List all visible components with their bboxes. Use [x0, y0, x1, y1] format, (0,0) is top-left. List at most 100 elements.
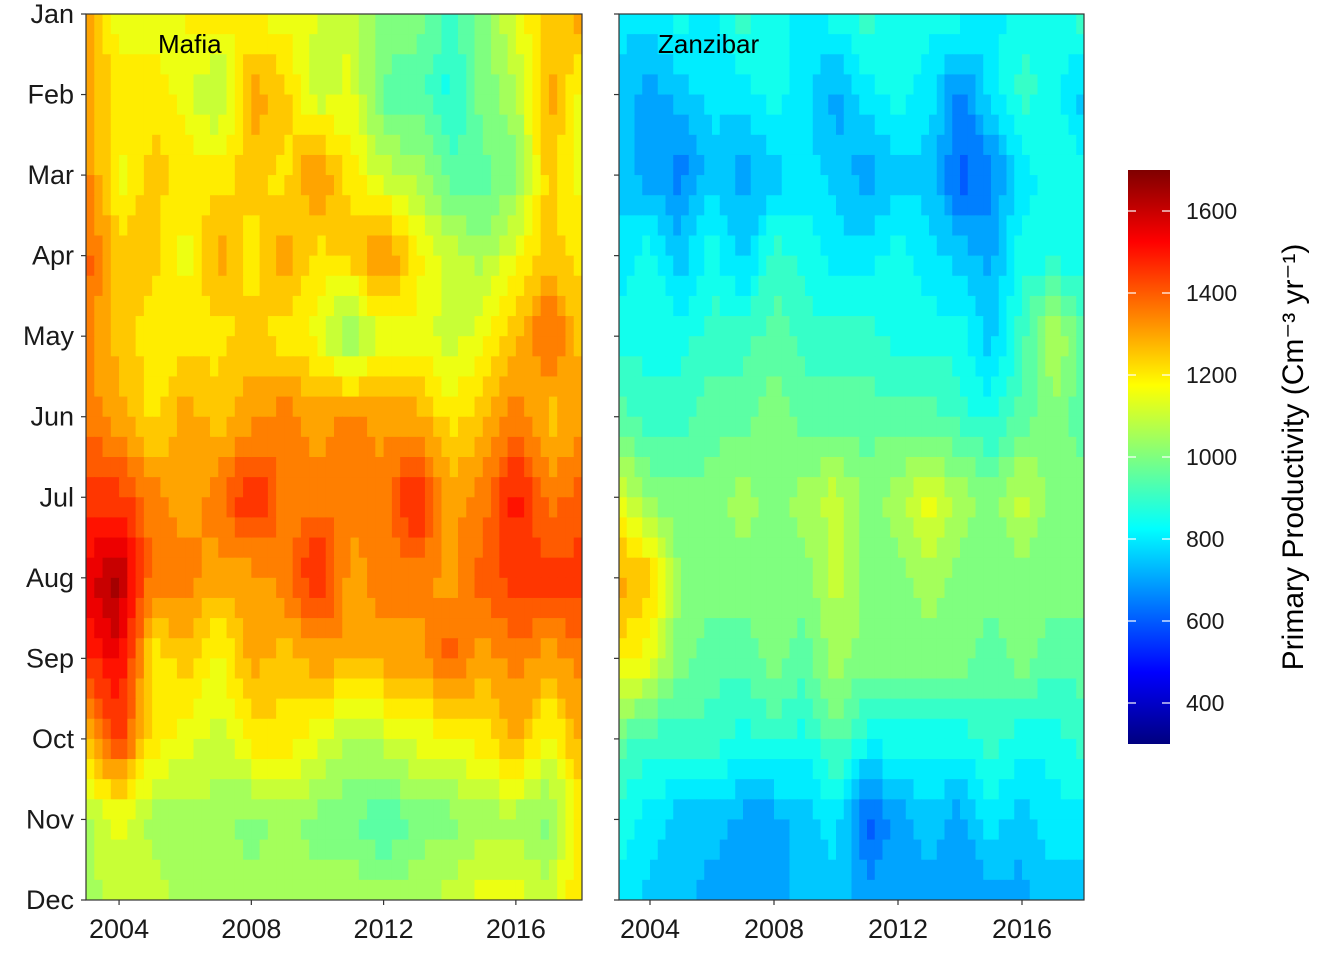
heatmap-cell: [400, 779, 409, 800]
heatmap-cell: [673, 14, 682, 35]
heatmap-cell: [820, 215, 829, 237]
heatmap-cell: [317, 477, 327, 498]
heatmap-cell: [408, 356, 418, 378]
heatmap-cell: [524, 819, 533, 841]
heatmap-cell: [466, 517, 476, 539]
heatmap-cell: [673, 557, 682, 579]
heatmap-cell: [843, 74, 853, 96]
heatmap-cell: [634, 618, 643, 639]
heatmap-cell: [1076, 114, 1084, 136]
heatmap-cell: [383, 54, 393, 76]
heatmap-cell: [673, 517, 682, 539]
heatmap-cell: [458, 537, 467, 559]
heatmap-cell: [998, 275, 1008, 297]
heatmap-cell: [805, 195, 814, 216]
heatmap-cell: [325, 134, 335, 156]
heatmap-cell: [507, 477, 517, 498]
heatmap-cell: [789, 396, 798, 418]
heatmap-cell: [774, 295, 783, 317]
heatmap-cell: [851, 537, 860, 559]
heatmap-cell: [358, 577, 368, 599]
heatmap-cell: [449, 154, 459, 176]
heatmap-cell: [657, 376, 667, 398]
heatmap-cell: [185, 235, 195, 257]
heatmap-cell: [143, 34, 153, 55]
heatmap-cell: [358, 376, 368, 398]
heatmap-cell: [1068, 195, 1077, 216]
heatmap-cell: [102, 597, 112, 619]
heatmap-cell: [712, 557, 721, 579]
heatmap-cell: [499, 134, 509, 156]
heatmap-cell: [758, 799, 767, 821]
heatmap-cell: [836, 517, 845, 539]
heatmap-cell: [960, 154, 969, 176]
heatmap-cell: [1076, 658, 1084, 680]
heatmap-cell: [836, 114, 845, 136]
heatmap-cell: [1022, 718, 1031, 740]
heatmap-cell: [657, 759, 667, 780]
heatmap-cell: [416, 497, 426, 519]
heatmap-cell: [874, 94, 884, 116]
heatmap-cell: [828, 759, 837, 780]
heatmap-cell: [168, 638, 178, 659]
heatmap-cell: [110, 457, 120, 478]
heatmap-cell: [774, 477, 783, 498]
heatmap-cell: [650, 255, 659, 277]
heatmap-cell: [515, 859, 525, 881]
heatmap-cell: [867, 557, 876, 579]
heatmap-cell: [482, 74, 492, 96]
heatmap-cell: [1045, 457, 1054, 478]
heatmap-cell: [491, 698, 500, 720]
heatmap-cell: [185, 678, 195, 700]
heatmap-cell: [408, 195, 418, 216]
heatmap-cell: [735, 114, 744, 136]
heatmap-cell: [859, 799, 868, 821]
heatmap-cell: [1068, 436, 1077, 458]
heatmap-cell: [820, 316, 829, 337]
heatmap-cell: [851, 356, 860, 378]
heatmap-cell: [712, 597, 721, 619]
heatmap-cell: [619, 34, 628, 55]
heatmap-cell: [201, 114, 211, 136]
heatmap-cell: [626, 34, 636, 55]
heatmap-cell: [1076, 678, 1084, 700]
heatmap-cell: [998, 295, 1008, 317]
heatmap-cell: [210, 577, 219, 599]
heatmap-cell: [1006, 557, 1015, 579]
heatmap-cell: [143, 618, 153, 639]
heatmap-cell: [696, 416, 705, 438]
y-tick-label: Nov: [26, 804, 75, 834]
heatmap-cell: [350, 94, 360, 116]
heatmap-cell: [836, 255, 845, 277]
heatmap-cell: [843, 295, 853, 317]
heatmap-cell: [350, 436, 360, 458]
heatmap-cell: [967, 618, 977, 639]
heatmap-cell: [185, 557, 195, 579]
heatmap-cell: [548, 275, 558, 297]
heatmap-cell: [905, 94, 915, 116]
heatmap-cell: [619, 295, 628, 317]
heatmap-cell: [1037, 416, 1046, 438]
heatmap-cell: [507, 658, 517, 680]
heatmap-cell: [890, 275, 899, 297]
heatmap-cell: [143, 175, 153, 196]
heatmap-cell: [152, 74, 161, 96]
heatmap-cell: [226, 698, 236, 720]
heatmap-cell: [135, 356, 145, 378]
heatmap-cell: [226, 255, 236, 277]
heatmap-cell: [820, 597, 829, 619]
heatmap-cell: [160, 74, 170, 96]
heatmap-cell: [135, 779, 145, 800]
heatmap-cell: [292, 54, 302, 76]
heatmap-cell: [929, 295, 938, 317]
heatmap-cell: [524, 195, 533, 216]
heatmap-cell: [135, 396, 145, 418]
heatmap-cell: [259, 295, 269, 317]
heatmap-cell: [259, 114, 269, 136]
heatmap-cell: [334, 215, 343, 237]
heatmap-cell: [975, 215, 984, 237]
heatmap-cell: [300, 255, 310, 277]
heatmap-cell: [929, 195, 938, 216]
heatmap-cell: [515, 557, 525, 579]
heatmap-cell: [243, 698, 252, 720]
